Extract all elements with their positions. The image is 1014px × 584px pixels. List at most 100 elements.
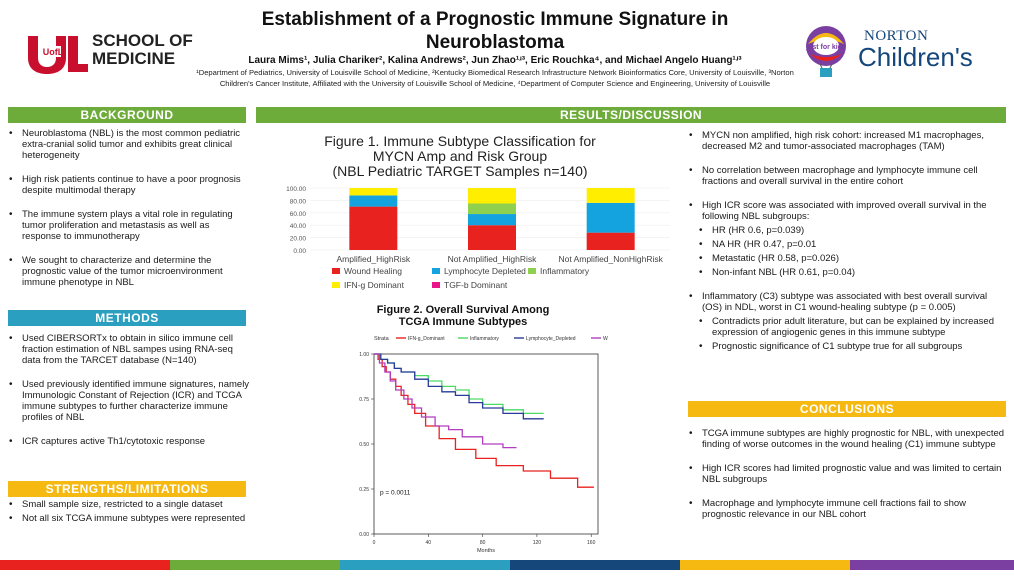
fig1-category-label: Not Amplified_NonHighRisk [558,254,663,264]
figure1-title: Figure 1. Immune Subtype Classification … [300,134,620,179]
fig1-bar-segment [349,195,398,207]
fig1-ytick-label: 20.00 [290,236,307,243]
fig2-xtick-label: 120 [533,540,542,546]
poster-title-line1: Establishment of a Prognostic Immune Sig… [261,9,729,30]
uofl-logo-mark: UofL [28,36,88,74]
fig2-ytick-label: 1.00 [359,352,369,358]
fig2-ytick-label: 0.00 [359,532,369,538]
fig1-ytick-label: 0.00 [293,248,306,255]
conclusions-bullet: High ICR scores had limited prognostic v… [686,463,1006,485]
bar-segment-red [0,560,170,570]
background-bullet: We sought to characterize and determine … [6,255,250,288]
results-bullet: Inflammatory (C3) subtype was associated… [686,291,1006,313]
fig1-ytick-label: 100.00 [286,186,306,193]
svg-text:UofL: UofL [43,47,64,57]
fig1-legend-label: Lymphocyte Depleted [444,266,526,276]
figure2-survival-chart: Strata IFN-g_Dominant Inflammatory Lymphocy… [359,336,608,552]
strengths-bullet: Small sample size, restricted to a singl… [6,499,250,510]
bar-segment-yellow [680,560,850,570]
fig1-bar-segment [468,214,516,226]
fig2-legend-label: Inflammatory [470,336,499,342]
conclusions-section: TCGA immune subtypes are highly prognost… [686,428,1006,533]
logo-text-school: SCHOOL OF [92,31,193,50]
bar-segment-teal [340,560,510,570]
background-section: Neuroblastoma (NBL) is the most common p… [6,128,250,301]
fig2-survival-line [374,353,544,420]
bar-segment-green [170,560,340,570]
poster-title-line2: Neuroblastoma [425,32,565,53]
fig1-legend-label: IFN-g Dominant [344,280,405,290]
strengths-list: Small sample size, restricted to a singl… [6,499,250,524]
methods-section: Used CIBERSORTx to obtain in silico immu… [6,333,250,460]
fig2-p-value: p = 0.0011 [380,489,411,496]
fig1-category-label: Not Amplified_HighRisk [448,254,538,264]
poster-title: Establishment of a Prognostic Immune Sig… [200,8,790,54]
fig1-legend-swatch [432,268,440,274]
figure2-title-line1: Figure 2. Overall Survival Among [376,304,550,316]
results-header: RESULTS/DISCUSSION [256,107,1006,123]
fig1-legend-swatch [432,282,440,288]
fig2-xtick-label: 80 [480,540,486,546]
fig1-legend-label: Inflammatory [540,266,590,276]
fig2-x-axis-label: Months [477,548,495,552]
fig2-xtick-label: 40 [426,540,432,546]
fig1-bar-segment [349,206,398,250]
background-list: Neuroblastoma (NBL) is the most common p… [6,128,250,288]
methods-bullet: Used previously identified immune signat… [6,379,250,423]
logo-text-childrens: Children's [858,42,973,72]
conclusions-list: TCGA immune subtypes are highly prognost… [686,428,1006,520]
logo-text-medicine: MEDICINE [92,49,176,68]
figure1-title-line1: Figure 1. Immune Subtype Classification … [324,133,596,149]
figure1-title-line3: (NBL Pediatric TARGET Samples n=140) [332,163,588,179]
results-section: MYCN non amplified, high risk cohort: in… [686,130,1006,355]
background-bullet: The immune system plays a vital role in … [6,209,250,242]
background-bullet: Neuroblastoma (NBL) is the most common p… [6,128,250,161]
figure1-title-line2: MYCN Amp and Risk Group [372,148,548,164]
fig1-bar-segment [468,203,516,215]
results-bullet: MYCN non amplified, high risk cohort: in… [686,130,1006,152]
fig1-legend-swatch [528,268,536,274]
svg-text:just for kids: just for kids [805,44,846,51]
fig1-legend-swatch [332,268,340,274]
strengths-section: Small sample size, restricted to a singl… [6,499,250,527]
fig1-bar-segment [586,202,635,233]
bar-segment-purple [850,560,1014,570]
figure2-title-line2: TCGA Immune Subtypes [398,316,528,328]
fig1-bar-segment [468,188,516,204]
poster-authors: Laura Mims¹, Julia Chariker², Kalina And… [248,55,742,66]
strengths-header: STRENGTHS/LIMITATIONS [8,481,246,497]
results-bullet: No correlation between macrophage and ly… [686,165,1006,187]
fig1-legend-swatch [332,282,340,288]
fig2-xtick-label: 160 [587,540,596,546]
fig2-ytick-label: 0.50 [359,442,369,448]
fig1-bar-segment [586,188,635,203]
results-bullet: NA HR (HR 0.47, p=0.01 [686,239,1006,250]
methods-list: Used CIBERSORTx to obtain in silico immu… [6,333,250,447]
fig2-survival-line [374,353,517,449]
figure1-stacked-bar-chart: 100.00 80.00 60.00 40.00 20.00 0.00 Amplified_… [286,186,670,290]
methods-header: METHODS [8,310,246,326]
results-bullet: HR (HR 0.6, p=0.039) [686,225,1006,236]
fig1-legend-label: TGF-b Dominant [444,280,508,290]
fig1-category-label: Amplified_HighRisk [336,254,410,264]
background-header: BACKGROUND [8,107,246,123]
results-list: MYCN non amplified, high risk cohort: in… [686,130,1006,352]
results-bullet: High ICR score was associated with impro… [686,200,1006,222]
results-bullet: Prognostic significance of C1 subtype tr… [686,341,1006,352]
conclusions-header: CONCLUSIONS [688,401,1006,417]
results-bullet: Non-infant NBL (HR 0.61, p=0.04) [686,267,1006,278]
fig2-xtick-label: 0 [373,540,376,546]
strengths-bullet: Not all six TCGA immune subtypes were re… [6,513,250,524]
fig1-legend-label: Wound Healing [344,266,402,276]
fig1-ytick-label: 40.00 [290,223,307,230]
bottom-color-bar [0,560,1014,570]
fig1-ytick-label: 80.00 [290,198,307,205]
nortons-childrens-logo: just for kids NORTON Children's [800,24,1000,80]
fig1-bar-segment [586,232,635,250]
results-bullet: Contradicts prior adult literature, but … [686,316,1006,338]
fig1-ytick-label: 60.00 [290,211,307,218]
logo-text-norton: NORTON [864,28,929,44]
fig2-ytick-label: 0.75 [359,397,369,403]
bar-segment-navy [510,560,680,570]
methods-bullet: ICR captures active Th1/cytotoxic respon… [6,436,250,447]
